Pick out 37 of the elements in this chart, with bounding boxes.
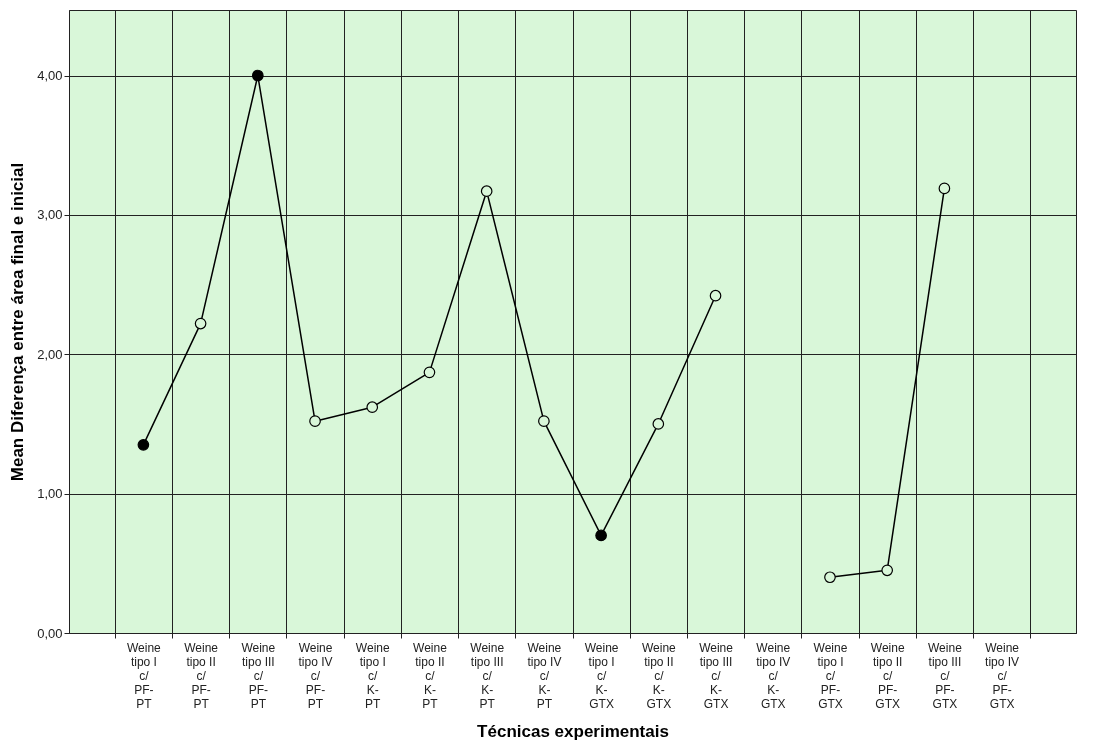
x-tick-label: Weine tipo II c/ PF- GTX xyxy=(870,640,905,711)
x-tick-label: Weine tipo I c/ PF- PT xyxy=(126,640,162,711)
x-tick-label: Weine tipo IV c/ PF- GTX xyxy=(985,640,1020,711)
y-tick-label: 3,00 xyxy=(37,207,63,223)
point xyxy=(423,366,436,379)
x-tick-label: Weine tipo III c/ PF- GTX xyxy=(928,640,963,711)
point xyxy=(366,401,379,414)
point xyxy=(137,439,150,451)
y-axis-title: Mean Diferença entre área final e inicial xyxy=(8,162,28,482)
x-tick-label: Weine tipo I c/ PF- GTX xyxy=(813,640,848,711)
x-tick-label: Weine tipo III c/ K- PT xyxy=(470,640,505,711)
point xyxy=(881,564,894,577)
point xyxy=(595,529,607,542)
point xyxy=(194,317,207,330)
point xyxy=(251,69,264,82)
point xyxy=(538,415,550,427)
point xyxy=(824,571,836,584)
y-tick-label: 1,00 xyxy=(37,486,63,502)
point xyxy=(709,289,722,302)
x-tick-label: Weine tipo II c/ PF- PT xyxy=(184,640,219,711)
x-tick-label: Weine tipo III c/ K- GTX xyxy=(699,640,734,711)
y-tick-label: 0,00 xyxy=(37,625,63,641)
point xyxy=(938,182,951,195)
x-tick-label: Weine tipo IV c/ PF- PT xyxy=(298,640,333,711)
x-tick-label: Weine tipo IV c/ K- PT xyxy=(527,640,562,711)
x-tick-label: Weine tipo IV c/ K- GTX xyxy=(756,640,791,711)
x-axis-title: Técnicas experimentais xyxy=(477,721,669,741)
x-tick-label: Weine tipo III c/ PF- PT xyxy=(241,640,276,711)
x-tick-label: Weine tipo I c/ K- GTX xyxy=(584,640,619,711)
point xyxy=(652,418,665,430)
point xyxy=(309,415,321,427)
x-tick-label: Weine tipo II c/ K- GTX xyxy=(641,640,677,711)
y-tick-label: 2,00 xyxy=(37,346,63,362)
x-tick-label: Weine tipo II c/ K- PT xyxy=(413,640,448,711)
y-tick-label: 4,00 xyxy=(37,68,63,84)
point xyxy=(480,185,493,198)
x-tick-label: Weine tipo I c/ K- PT xyxy=(355,640,390,711)
